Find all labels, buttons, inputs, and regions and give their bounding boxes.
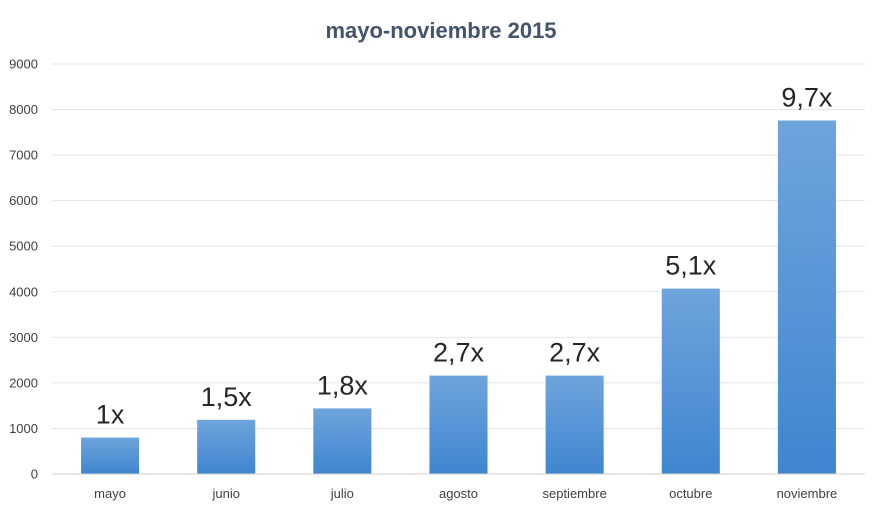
y-tick-label: 7000	[9, 148, 38, 163]
bars	[81, 120, 836, 474]
data-label: 2,7x	[549, 338, 601, 368]
y-tick-label: 1000	[9, 421, 38, 436]
bar-julio	[313, 408, 372, 474]
x-tick-label: agosto	[439, 486, 478, 501]
data-labels: 1x 1,5x 1,8x 2,7x 2,7x 5,1x 9,7x	[96, 82, 833, 429]
y-tick-label: 6000	[9, 193, 38, 208]
y-axis-ticks: 0 1000 2000 3000 4000 5000 6000 7000 8000 9000	[9, 57, 38, 482]
gridlines	[52, 63, 865, 429]
y-tick-label: 5000	[9, 239, 38, 254]
bar-junio	[197, 419, 256, 474]
bar-septiembre	[545, 375, 604, 474]
data-label: 5,1x	[665, 251, 717, 281]
data-label: 2,7x	[433, 338, 485, 368]
x-tick-label: octubre	[669, 486, 712, 501]
bar-mayo	[81, 437, 140, 474]
x-axis-ticks: mayo junio julio agosto septiembre octubre nov…	[94, 486, 837, 501]
data-label: 1x	[96, 400, 125, 430]
data-label: 1,8x	[317, 370, 369, 400]
y-tick-label: 8000	[9, 102, 38, 117]
x-tick-label: septiembre	[542, 486, 606, 501]
bar-octubre	[661, 288, 720, 474]
data-label: 1,5x	[201, 382, 253, 412]
bar-agosto	[429, 375, 488, 474]
y-tick-label: 0	[31, 467, 38, 482]
data-label: 9,7x	[781, 82, 833, 112]
y-tick-label: 4000	[9, 284, 38, 299]
y-tick-label: 9000	[9, 57, 38, 72]
x-tick-label: mayo	[94, 486, 126, 501]
y-tick-label: 2000	[9, 375, 38, 390]
x-tick-label: julio	[330, 486, 354, 501]
bar-noviembre	[777, 120, 836, 474]
x-tick-label: noviembre	[777, 486, 838, 501]
x-tick-label: junio	[211, 486, 239, 501]
y-tick-label: 3000	[9, 330, 38, 345]
chart-title: mayo-noviembre 2015	[325, 18, 556, 43]
